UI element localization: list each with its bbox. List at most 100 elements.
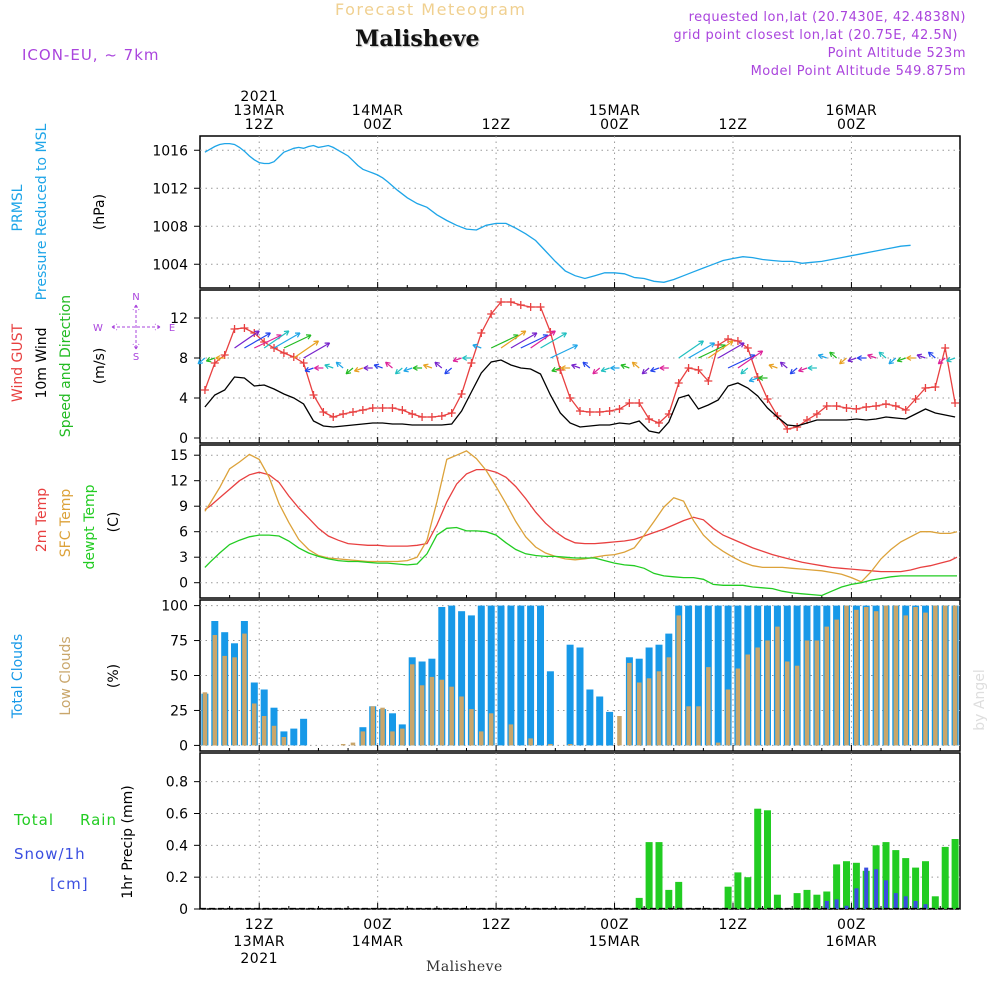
bar-total-rain [773,894,781,909]
gust-marker [733,337,742,345]
compass-n: N [132,292,139,303]
pressure-ylabel-long: Pressure Reduced to MSL [34,123,50,300]
wind-arrow-head [314,365,320,371]
gust-marker [941,344,950,352]
bar-low-clouds [252,703,257,746]
bar-low-clouds [834,619,839,746]
temperature-ytick-label: 0 [179,576,188,592]
bar-total-clouds [694,605,702,746]
bar-total-rain [645,842,653,909]
bar-total-clouds [586,689,594,746]
wind-arrow-head [313,340,320,346]
bar-low-clouds [567,744,573,746]
wind-arrow-head [373,363,380,370]
bar-total-rain [675,881,683,909]
gust-marker [299,359,308,367]
bar-total-clouds [724,605,732,746]
wind-arrow [303,342,330,359]
wind-arrow [403,367,413,372]
wind-arrow [707,340,734,359]
bar-total-rain [852,862,860,909]
temperature-ytick-label: 3 [179,550,188,566]
wind-arrow [928,351,936,359]
gust-marker [467,359,476,367]
sfctemp-ylabel: SFC Temp [58,489,74,558]
gust-marker [526,303,535,311]
gust-marker [812,410,821,418]
gust-marker [684,364,693,372]
bar-total-clouds [527,605,535,746]
pressure-frame [199,135,961,289]
wind-arrow-head [353,366,360,373]
bar-low-clouds [242,633,247,746]
pressure-ytick-label: 1008 [152,219,188,235]
wind-arrow-head [709,342,716,348]
wind-arrow [839,357,847,365]
bottom-time-label: 15MAR [589,934,641,950]
wind-arrow-head [265,332,271,338]
bar-snow-1h [884,880,888,909]
faint-title: Forecast Meteogram [335,0,527,19]
bar-low-clouds [469,709,474,746]
top-time-label: 00Z [837,117,866,133]
bar-snow-1h [903,896,908,909]
pressure-panel: 1004 1008 1012 1016 [152,135,961,289]
wind-ytick-label: 0 [179,431,188,447]
wind-arrow [641,367,650,375]
gust-marker [506,298,515,306]
bar-low-clouds [903,615,908,746]
wind-arrow-head [698,340,704,346]
bar-low-clouds [202,692,208,746]
wind-arrow [206,357,216,362]
wind-arrow-head [768,363,774,370]
wind-ytick-label: 4 [179,391,188,407]
wind-arrow [283,334,312,349]
wind-arrow-head [394,368,401,375]
clouds-ytick-label: 100 [161,599,188,615]
snow-label: Snow/1h [14,845,86,863]
bottom-time-label: 16MAR [826,934,878,950]
wind-arrow-head [197,358,204,365]
top-time-label: 15MAR [589,103,641,119]
wind-arrow [688,342,715,359]
wind-arrow [829,351,838,359]
bar-snow-1h [923,904,928,909]
wind-arrow [263,330,290,349]
wind-arrow-head [385,361,391,368]
model-label: ICON-EU, ~ 7km [22,46,160,64]
bar-total-rain [823,891,831,909]
bar-total-rain [922,861,929,909]
gust-marker [704,377,713,385]
wind-arrow-head [324,363,330,370]
wind-arrow [304,367,314,372]
bar-low-clouds [873,611,879,746]
wind-arrow-head [740,368,746,375]
wind-arrow [916,354,926,359]
clouds-ytick-label: 25 [170,703,188,719]
gust-marker [595,408,604,416]
bottom-time-label: 12Z [482,917,511,933]
gust-marker [447,409,456,417]
bar-total-clouds [507,605,515,746]
gust-marker [566,394,575,402]
wind-arrow-head [305,334,312,340]
top-time-label: 16MAR [826,103,878,119]
wind-arrow-head [531,332,538,338]
bar-low-clouds [232,657,237,746]
wind-arrow-head [896,356,903,363]
wind-arrow-head [324,342,331,348]
bar-low-clouds [400,728,405,746]
gust-marker [497,298,506,306]
gust-marker [368,404,377,412]
bar-total-clouds [458,611,466,746]
wind-direction-ylabel: Speed and Direction [58,295,74,437]
precip-ytick-label: 0.4 [166,838,188,854]
gust-marker [576,407,584,415]
wind-arrow [373,364,383,369]
wind-arrow-head [294,332,301,338]
bar-low-clouds [261,716,267,746]
gust-marker [842,404,851,412]
gust-marker [793,423,802,431]
bar-low-clouds [824,626,829,746]
wind-arrow-head [335,361,342,368]
